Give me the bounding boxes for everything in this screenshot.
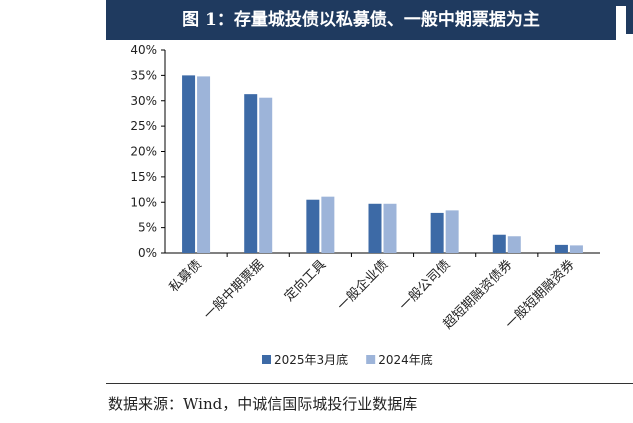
chart-title: 图 1：存量城投债以私募债、一般中期票据为主	[182, 10, 540, 30]
y-tick-label: 20%	[130, 145, 157, 159]
bar-2025-03	[368, 203, 382, 253]
bar-2024	[197, 76, 211, 253]
bar-2025-03	[430, 212, 444, 253]
y-tick-label: 15%	[130, 170, 157, 184]
source-note: 数据来源：Wind，中诚信国际城投行业数据库	[108, 395, 418, 413]
legend-label: 2024年底	[378, 352, 433, 367]
y-tick-label: 40%	[130, 43, 157, 57]
bar-2024	[445, 210, 459, 253]
legend-swatch	[366, 355, 376, 364]
source-divider	[106, 383, 633, 384]
bar-2024	[383, 203, 397, 253]
bar-2025-03	[182, 75, 196, 253]
title-band: 图 1：存量城投债以私募债、一般中期票据为主	[106, 0, 616, 40]
category-label: 私募债	[167, 257, 205, 295]
y-tick-label: 30%	[130, 94, 157, 108]
bar-2024	[259, 97, 273, 253]
category-label: 一般公司债	[396, 257, 453, 314]
y-tick-label: 10%	[130, 195, 157, 209]
bar-2024	[507, 236, 521, 253]
legend-swatch	[262, 355, 271, 364]
y-tick-label: 5%	[138, 221, 157, 235]
category-label: 一般中期票据	[201, 257, 267, 323]
category-label: 定向工具	[281, 257, 329, 305]
bar-2025-03	[554, 244, 568, 253]
bar-2024	[569, 245, 583, 253]
title-edge-mark	[626, 4, 633, 34]
bar-2025-03	[244, 94, 258, 253]
bar-2025-03	[306, 199, 320, 253]
title-edge-strip	[616, 0, 633, 6]
y-tick-label: 25%	[130, 119, 157, 133]
bar-2024	[321, 196, 335, 253]
category-label: 一般企业债	[334, 257, 391, 314]
legend-label: 2025年3月底	[274, 352, 348, 367]
y-tick-label: 35%	[130, 68, 157, 82]
bar-2025-03	[492, 234, 506, 253]
y-tick-label: 0%	[138, 246, 157, 260]
